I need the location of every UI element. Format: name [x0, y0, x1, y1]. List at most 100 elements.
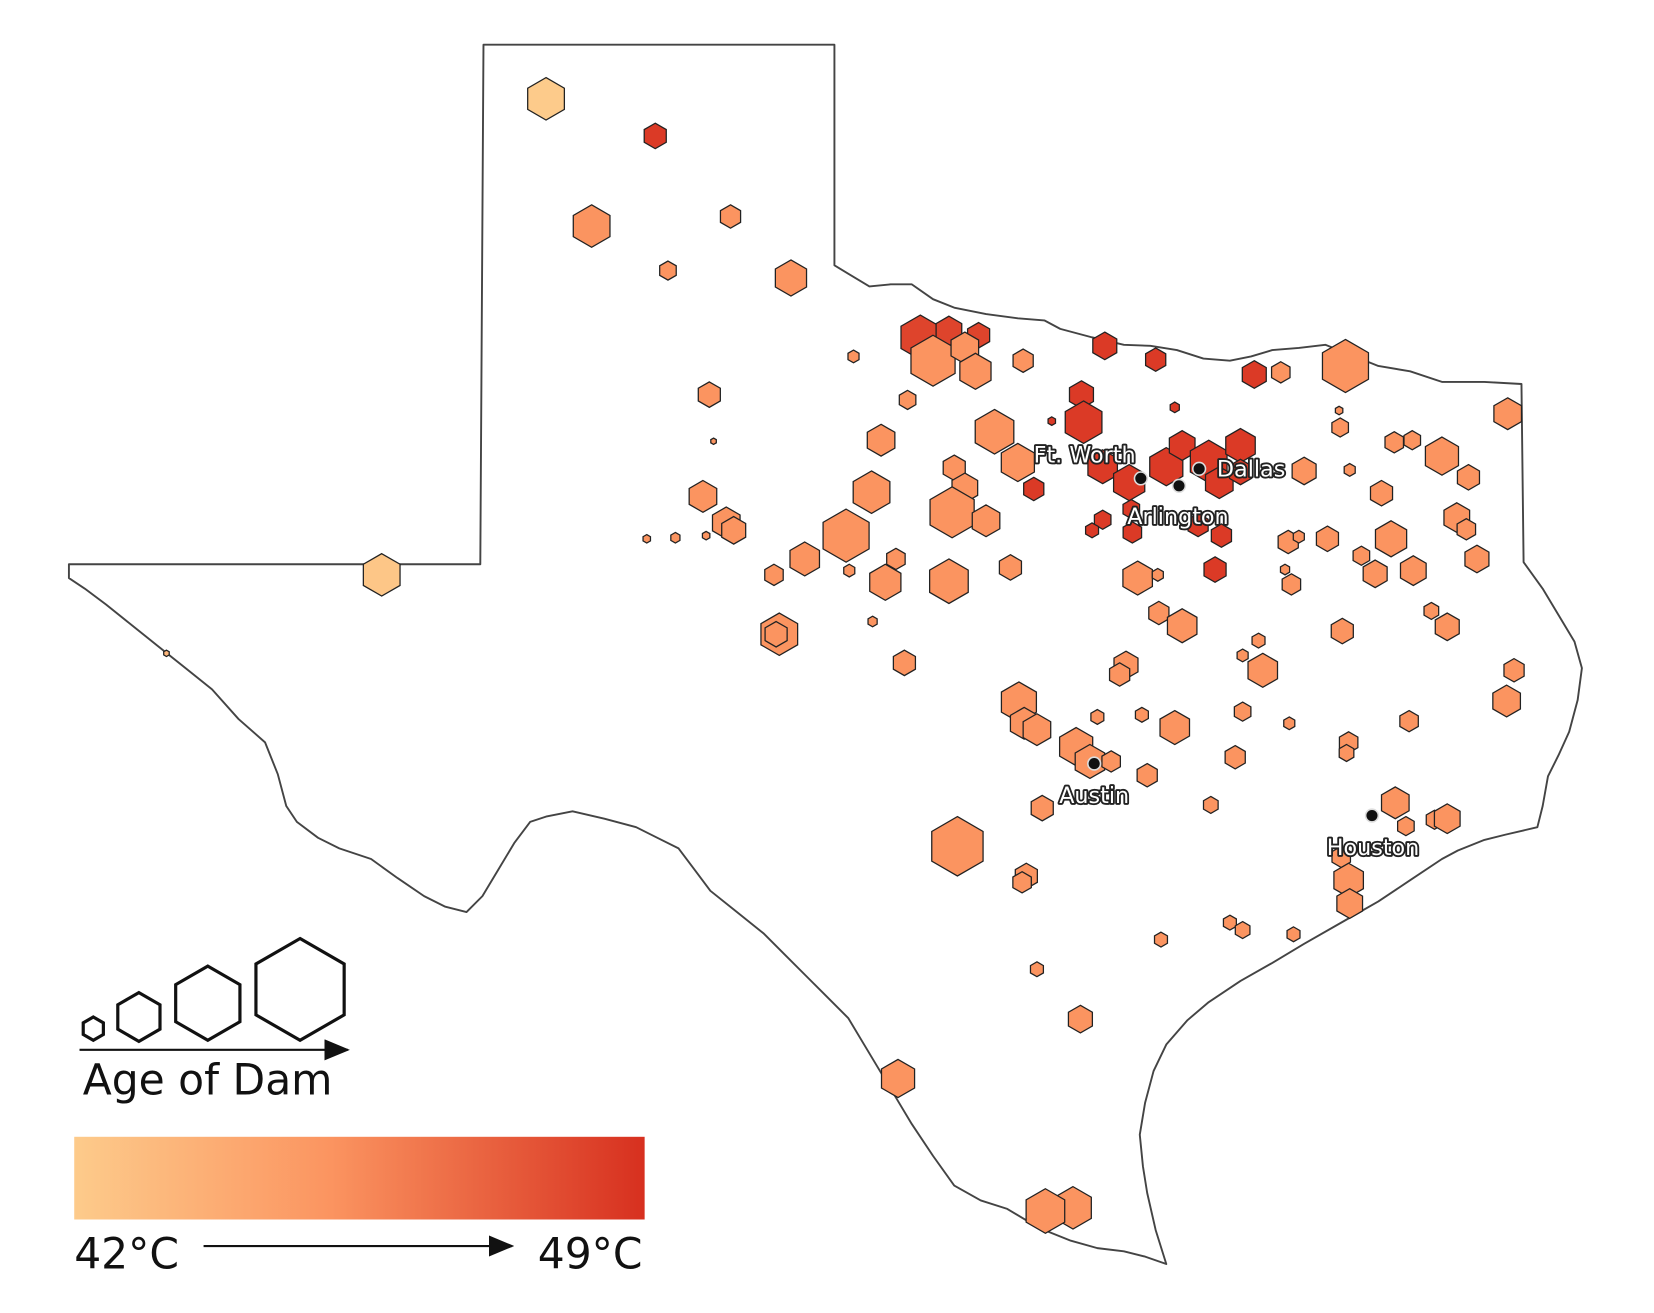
dam-marker [1084, 522, 1100, 539]
dam-marker [822, 508, 870, 563]
city-label: Austin [1059, 783, 1129, 809]
dam-marker [721, 515, 747, 545]
dam-marker [1456, 463, 1481, 491]
city-label: Ft. Worth [1034, 443, 1136, 469]
dam-marker [1233, 701, 1252, 722]
dam-marker [1281, 573, 1302, 596]
dam-marker [1433, 803, 1461, 835]
dam-marker [1456, 517, 1477, 541]
dam-marker [1159, 709, 1191, 746]
dam-marker [1122, 498, 1141, 520]
dam-marker [1148, 600, 1170, 626]
dam-marker [710, 437, 717, 446]
dam-marker [1047, 416, 1057, 427]
dam-marker [789, 541, 821, 577]
city-dot [1364, 808, 1380, 823]
dam-marker [1144, 347, 1167, 373]
dam-marker [1291, 456, 1317, 486]
dam-marker [1168, 429, 1196, 462]
dam-marker [572, 204, 611, 248]
dam-marker [1151, 567, 1164, 582]
dam-marker [1153, 931, 1169, 948]
dam-marker [1336, 887, 1364, 920]
dam-marker [1492, 684, 1522, 718]
size-legend-hexagon [81, 1015, 105, 1043]
dam-marker [1093, 509, 1112, 531]
dam-marker [1362, 559, 1388, 589]
dam-marker [774, 259, 808, 297]
dam-marker [1292, 529, 1305, 544]
dam-marker [892, 649, 917, 677]
dam-marker [1241, 359, 1267, 389]
dam-marker [1396, 815, 1415, 837]
dam-marker [1369, 479, 1394, 507]
dam-marker [1210, 523, 1233, 549]
dam-marker [1503, 657, 1525, 683]
dam-marker [1286, 926, 1301, 943]
dam-markers [163, 76, 1525, 1235]
dam-marker [1101, 750, 1122, 773]
dam-marker [1399, 555, 1427, 587]
dam-marker [1403, 429, 1422, 451]
dam-marker [1222, 914, 1238, 931]
city-label: Arlington [1127, 504, 1228, 530]
dam-marker [869, 563, 902, 602]
dam-marker [928, 558, 969, 605]
dam-marker [527, 76, 566, 121]
dam-marker [642, 533, 652, 544]
dam-marker [1380, 786, 1410, 820]
dam-marker [971, 504, 1001, 538]
dam-marker [1283, 716, 1296, 731]
dam-marker [1166, 608, 1198, 644]
dam-marker [1384, 430, 1405, 454]
dam-marker [866, 423, 896, 457]
dam-marker [1423, 601, 1440, 621]
dam-marker [1202, 795, 1219, 815]
color-max-label: 49°C [538, 1230, 643, 1279]
city-dot [1171, 478, 1187, 493]
dam-marker [867, 615, 878, 628]
size-legend-hexagon [254, 936, 346, 1043]
dam-marker [1464, 544, 1490, 574]
dam-marker [1108, 662, 1131, 687]
dam-marker [1092, 331, 1118, 361]
dam-marker [1279, 563, 1291, 576]
dam-marker [1012, 870, 1032, 894]
dam-marker [1122, 560, 1154, 596]
dam-marker [852, 470, 891, 515]
city-dot [1087, 756, 1102, 771]
dam-marker [1234, 920, 1251, 940]
dam-marker [974, 408, 1015, 455]
dam-marker [1493, 397, 1523, 431]
dam-marker [1236, 648, 1249, 663]
dam-marker [1343, 462, 1356, 477]
dam-marker [697, 381, 721, 409]
dam-marker [670, 531, 681, 544]
size-legend [81, 936, 346, 1044]
dam-marker [1315, 525, 1340, 553]
dam-marker [1067, 1004, 1094, 1034]
dam-marker [701, 530, 711, 541]
dam-marker [659, 260, 677, 281]
dam-marker [1270, 361, 1291, 384]
dam-marker [1012, 348, 1034, 374]
dam-marker [1321, 338, 1370, 394]
city-dot [1191, 461, 1207, 476]
dam-marker [1023, 476, 1045, 502]
cities: Ft. Worth Dallas Arlington Austin Houston [1032, 441, 1421, 863]
dam-marker [886, 547, 906, 571]
dam-marker [1136, 762, 1158, 788]
dam-marker [1424, 436, 1460, 476]
dam-marker [362, 552, 401, 597]
dam-marker [163, 649, 170, 658]
dam-marker [998, 553, 1023, 581]
dam-marker [1330, 617, 1354, 645]
dam-marker [847, 349, 860, 364]
dam-marker [1090, 708, 1105, 726]
city-dot [1133, 471, 1148, 486]
dam-marker [1169, 401, 1180, 414]
dam-marker [1064, 400, 1103, 445]
dam-marker [1334, 405, 1344, 416]
dam-marker [643, 122, 667, 150]
dam-marker [764, 563, 784, 587]
